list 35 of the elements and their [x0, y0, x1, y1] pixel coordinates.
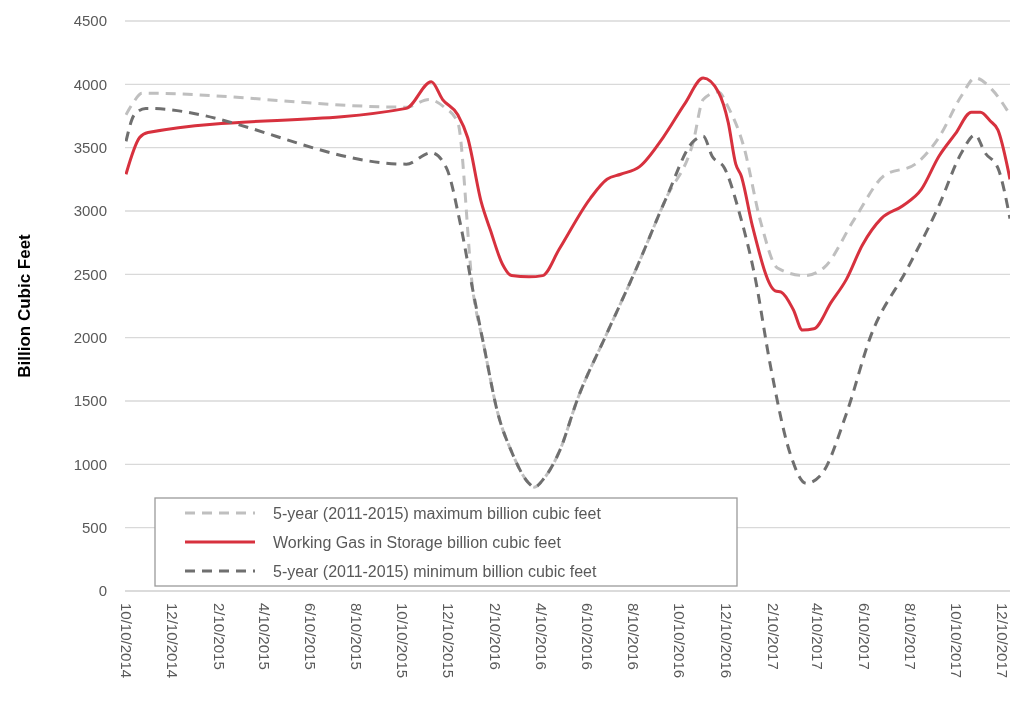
y-tick-label: 0: [98, 582, 107, 600]
y-tick-label: 3000: [73, 202, 107, 220]
x-tick-label: 2/10/2017: [764, 603, 782, 670]
x-tick-label: 12/10/2015: [440, 603, 458, 679]
x-tick-label: 10/10/2015: [394, 603, 412, 679]
y-axis-title: Billion Cubic Feet: [15, 233, 34, 378]
y-tick-label: 4000: [73, 75, 107, 93]
x-tick-label: 12/10/2014: [163, 603, 181, 679]
x-tick-label: 4/10/2016: [532, 603, 550, 670]
x-tick-label: 2/10/2016: [487, 603, 505, 670]
x-tick-label: 8/10/2015: [348, 603, 366, 670]
x-tick-label: 10/10/2016: [671, 603, 689, 679]
y-tick-label: 2500: [73, 265, 107, 283]
x-tick-label: 12/10/2016: [717, 603, 735, 679]
x-tick-label: 8/10/2017: [901, 603, 919, 670]
y-tick-label: 500: [81, 518, 107, 536]
y-tick-label: 3500: [73, 138, 107, 156]
legend-label: 5-year (2011-2015) maximum billion cubic feet: [273, 504, 602, 522]
x-tick-label: 2/10/2015: [210, 603, 228, 670]
x-tick-label: 6/10/2016: [579, 603, 597, 670]
x-tick-label: 12/10/2017: [994, 603, 1010, 679]
y-tick-label: 1500: [73, 392, 107, 410]
x-tick-label: 10/10/2017: [947, 603, 965, 679]
y-tick-label: 1000: [73, 455, 107, 473]
x-tick-label: 4/10/2015: [255, 603, 273, 670]
x-tick-label: 10/10/2014: [117, 603, 135, 679]
legend-label: Working Gas in Storage billion cubic feet: [273, 533, 562, 551]
x-tick-label: 6/10/2015: [301, 603, 319, 670]
y-tick-label: 2000: [73, 328, 107, 346]
y-tick-label: 4500: [73, 12, 107, 30]
x-tick-label: 8/10/2016: [625, 603, 643, 670]
line-series: [125, 76, 1010, 332]
x-tick-label: 4/10/2017: [809, 603, 827, 670]
legend-label: 5-year (2011-2015) minimum billion cubic feet: [273, 562, 597, 580]
x-tick-label: 6/10/2017: [855, 603, 873, 670]
